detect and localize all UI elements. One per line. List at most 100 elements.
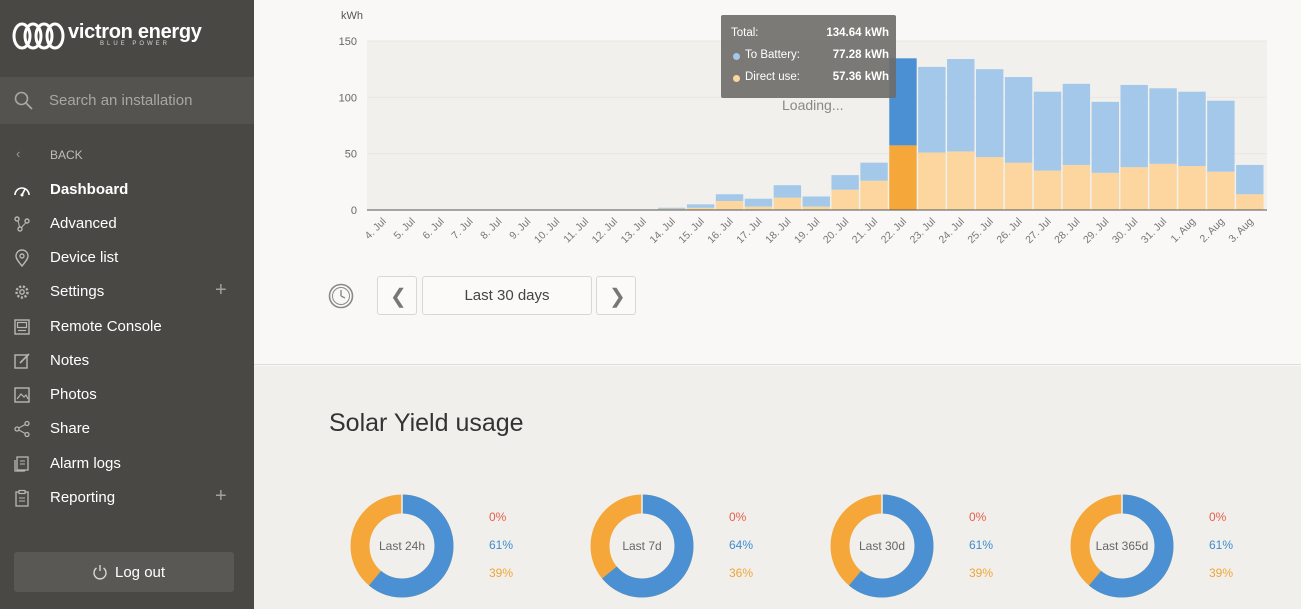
y-tick-label: 50 (345, 149, 357, 161)
battery-percent: 61% (489, 538, 514, 552)
tooltip-battery-row: To Battery: 77.28 kWh (731, 48, 889, 64)
sidebar-item-label: Notes (50, 352, 90, 369)
x-tick-label: 13. Jul (619, 216, 649, 246)
donut-chart (590, 494, 694, 598)
x-tick-label: 23. Jul (908, 216, 938, 246)
x-tick-label: 10. Jul (532, 216, 562, 246)
sidebar-item-dashboard[interactable]: Dashboard (0, 175, 254, 205)
direct-use-percent: 39% (489, 566, 514, 580)
sidebar-item-settings[interactable]: Settings + (0, 277, 254, 307)
x-tick-label: 7. Jul (449, 216, 475, 242)
usage-title: Solar Yield usage (329, 409, 524, 437)
power-icon (93, 565, 107, 580)
bar-to-battery (802, 196, 830, 207)
edit-icon (14, 353, 30, 369)
grid-percent: 0% (729, 510, 747, 524)
tooltip-total-value: 134.64 kWh (826, 27, 889, 39)
bar-direct-use (1091, 172, 1119, 210)
gear-icon (15, 285, 29, 299)
sidebar-item-share[interactable]: Share (0, 414, 254, 444)
sidebar-item-label: Remote Console (50, 318, 162, 335)
x-tick-label: 25. Jul (965, 216, 995, 246)
grid-percent: 0% (969, 510, 987, 524)
bar-direct-use (686, 207, 715, 210)
x-tick-label: 26. Jul (994, 216, 1024, 246)
direct-legend-dot (733, 75, 740, 82)
bar-direct-use (1149, 163, 1177, 210)
next-period-button[interactable]: ❯ (596, 276, 636, 315)
x-tick-label: 20. Jul (821, 216, 851, 246)
sidebar-item-alarm-logs[interactable]: Alarm logs (0, 449, 254, 479)
x-tick-label: 1. Aug (1169, 216, 1199, 246)
x-tick-label: 27. Jul (1023, 216, 1053, 246)
sidebar-item-device-list[interactable]: Device list (0, 243, 254, 273)
donut-chart (350, 494, 454, 598)
x-tick-label: 8. Jul (478, 216, 504, 242)
x-tick-label: 4. Jul (363, 216, 389, 242)
tooltip-direct-label: Direct use: (745, 71, 800, 83)
chart-tooltip: Total: 134.64 kWh To Battery: 77.28 kWh … (721, 15, 896, 98)
back-link[interactable]: ‹ BACK (0, 144, 254, 166)
sidebar-item-label: Reporting (50, 489, 116, 506)
y-axis-label: kWh (341, 10, 363, 22)
x-tick-label: 16. Jul (705, 216, 735, 246)
usage-donut-3: Last 365d 0% 61% 39% (1069, 493, 1269, 603)
victron-logo[interactable]: victron energy BLUE POWER (12, 18, 242, 58)
clipboard-icon (15, 489, 29, 507)
logout-button[interactable]: Log out (14, 552, 234, 592)
sidebar-item-label: Share (50, 420, 91, 437)
bar-to-battery (1149, 88, 1177, 164)
x-tick-label: 31. Jul (1139, 216, 1169, 246)
battery-percent: 61% (1209, 538, 1234, 552)
date-range-button[interactable]: Last 30 days (422, 276, 592, 315)
expand-plus-icon[interactable]: + (215, 279, 227, 301)
donut-center-label: Last 7d (622, 539, 662, 553)
sidebar-item-notes[interactable]: Notes (0, 346, 254, 376)
sidebar-item-photos[interactable]: Photos (0, 380, 254, 410)
bar-direct-use (947, 151, 975, 210)
bar-to-battery (658, 207, 686, 209)
usage-donut-2: Last 30d 0% 61% 39% (829, 493, 1029, 603)
sidebar-item-remote-console[interactable]: Remote Console (0, 312, 254, 342)
expand-plus-icon[interactable]: + (215, 485, 227, 507)
bar-to-battery (1178, 91, 1206, 167)
tooltip-battery-label: To Battery: (745, 49, 800, 61)
bar-direct-use (1207, 171, 1235, 210)
bar-to-battery (860, 162, 888, 181)
bar-to-battery (1062, 83, 1091, 165)
sidebar-item-advanced[interactable]: Advanced (0, 209, 254, 239)
bar-direct-use (1033, 170, 1062, 210)
tooltip-battery-value: 77.28 kWh (832, 49, 889, 61)
bar-to-battery (1207, 100, 1235, 172)
battery-percent: 64% (729, 538, 754, 552)
nodes-icon (14, 216, 30, 232)
share-icon (14, 420, 30, 438)
y-tick-label: 100 (339, 92, 357, 104)
donut-center-label: Last 30d (858, 539, 906, 553)
search-input[interactable] (49, 89, 239, 111)
grid-percent: 0% (489, 510, 507, 524)
battery-percent: 61% (969, 538, 994, 552)
donut-center-label: Last 24h (378, 539, 426, 553)
bar-direct-use (802, 206, 830, 210)
bar-direct-use (918, 152, 946, 210)
clock-icon[interactable] (328, 283, 354, 309)
x-tick-label: 18. Jul (763, 216, 793, 246)
previous-period-button[interactable]: ❮ (377, 276, 417, 315)
x-tick-label: 14. Jul (647, 216, 677, 246)
x-tick-label: 30. Jul (1110, 216, 1140, 246)
logout-label: Log out (115, 564, 166, 581)
sidebar-item-reporting[interactable]: Reporting + (0, 483, 254, 513)
map-pin-icon (15, 249, 29, 267)
bar-direct-use (715, 200, 744, 210)
bar-direct-use (1062, 164, 1091, 210)
sidebar-item-label: Advanced (50, 215, 117, 232)
bar-direct-use (831, 189, 859, 210)
bar-to-battery (686, 204, 715, 208)
x-tick-label: 11. Jul (561, 216, 591, 246)
bar-direct-use (744, 206, 773, 210)
bar-direct-use (1178, 166, 1206, 210)
y-tick-label: 150 (339, 36, 357, 48)
solar-yield-usage-panel: Solar Yield usage Last 24h 0% 61% 39% Last 7… (254, 366, 1301, 609)
x-tick-label: 15. Jul (676, 216, 706, 246)
